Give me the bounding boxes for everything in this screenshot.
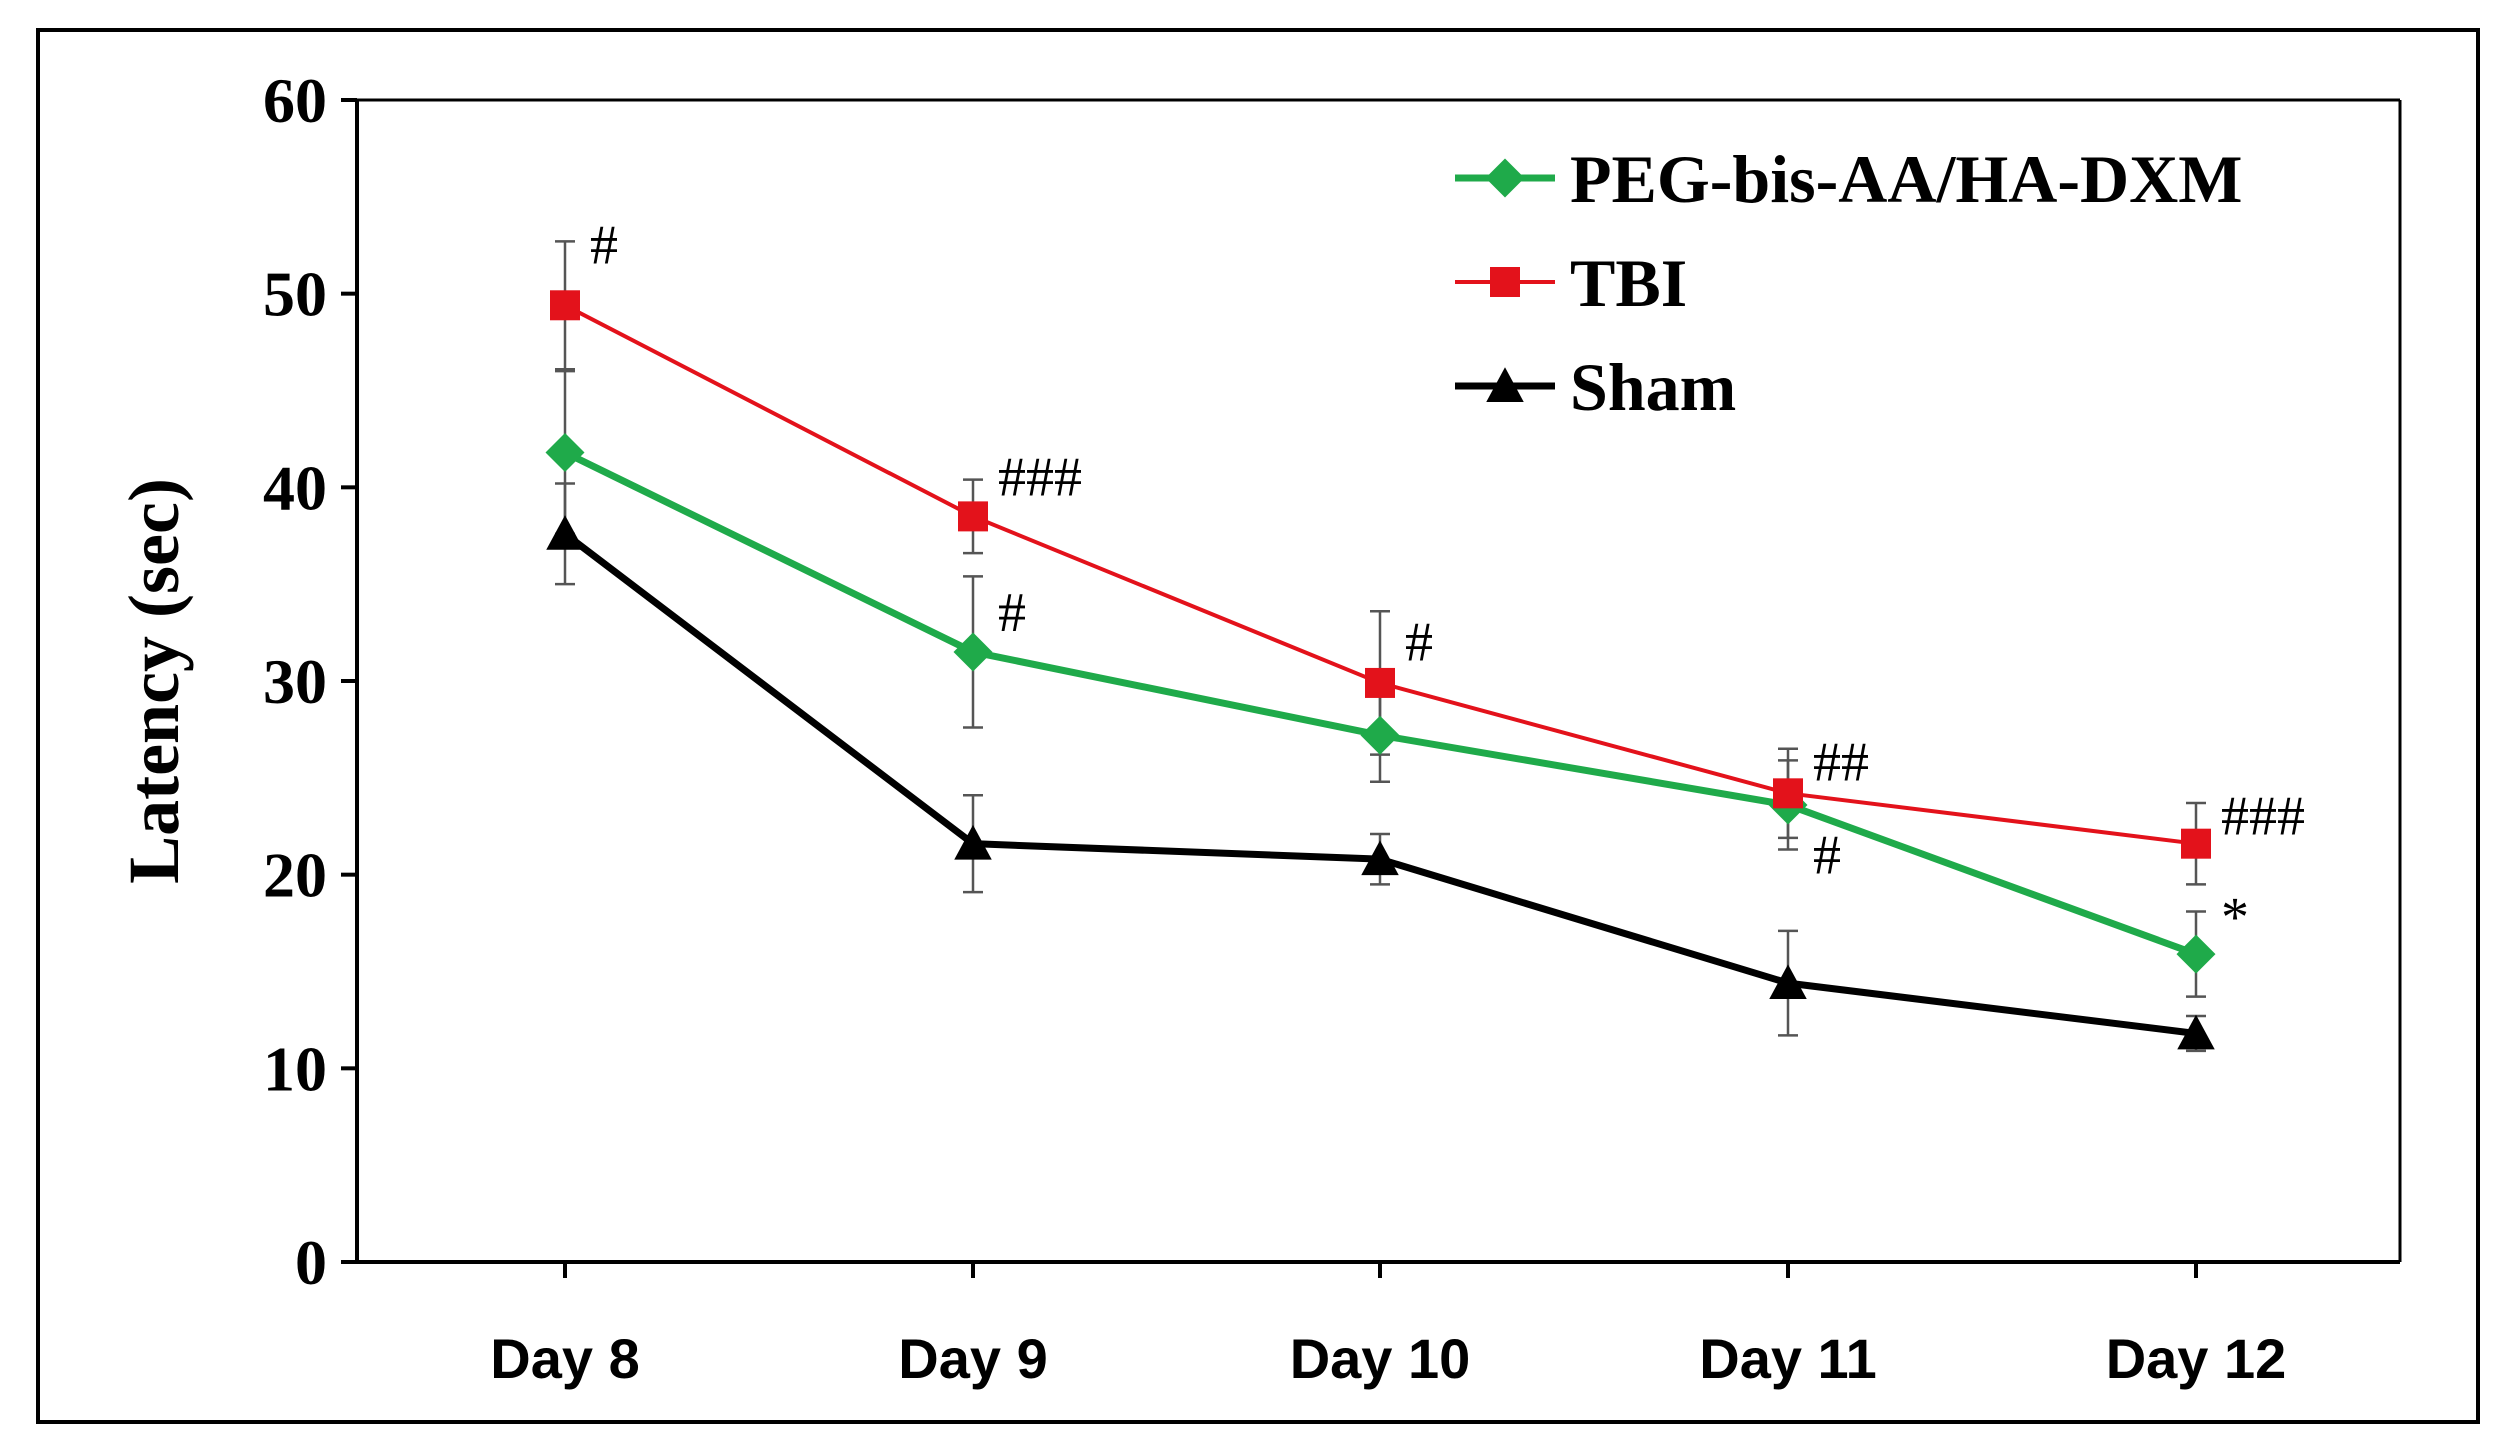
data-point-tbi	[2181, 828, 2211, 859]
data-point-sham	[1361, 840, 1399, 876]
significance-annotation: *	[2221, 886, 2249, 948]
data-point-peg-bis-aa-ha-dxm	[1360, 715, 1400, 755]
significance-annotation: #	[998, 582, 1026, 644]
significance-annotation: ###	[998, 447, 1082, 509]
y-axis-label: Latency (sec)	[114, 478, 194, 884]
data-point-peg-bis-aa-ha-dxm	[545, 432, 585, 472]
data-point-sham	[1769, 964, 1807, 1000]
significance-annotation: ##	[1813, 731, 1869, 793]
data-point-sham	[546, 515, 584, 550]
outer-frame	[36, 28, 2480, 1424]
legend-marker	[1485, 158, 1525, 198]
x-tick-label: Day 9	[898, 1327, 1047, 1390]
y-tick-label: 0	[295, 1227, 327, 1298]
data-point-tbi	[1773, 778, 1803, 809]
x-tick-label: Day 8	[490, 1327, 639, 1390]
legend-marker	[1486, 367, 1524, 402]
data-point-peg-bis-aa-ha-dxm	[2176, 934, 2216, 974]
series-line-sham	[562, 531, 2197, 1037]
y-tick-label: 40	[263, 452, 327, 523]
y-tick-label: 60	[263, 65, 327, 136]
legend-label: Sham	[1570, 349, 1736, 425]
legend-label: TBI	[1570, 245, 1687, 321]
x-tick-label: Day 10	[1290, 1327, 1471, 1390]
data-point-tbi	[1365, 667, 1395, 698]
data-point-tbi	[550, 290, 580, 321]
plot-area: 0 10 20 30 40 50 60 Day 8 Day 9 Day 10 Day 11 Day 1…	[114, 65, 2402, 1390]
legend-marker	[1490, 267, 1520, 297]
significance-annotation: #	[1405, 611, 1433, 673]
data-point-sham	[2177, 1014, 2215, 1050]
y-tick-label: 20	[263, 840, 327, 911]
data-point-sham	[954, 824, 992, 860]
y-tick-label: 10	[263, 1033, 327, 1104]
significance-annotation: ###	[2221, 786, 2305, 848]
y-tick-label: 30	[263, 646, 327, 717]
legend-label: PEG-bis-AA/HA-DXM	[1570, 141, 2242, 217]
data-point-peg-bis-aa-ha-dxm	[953, 632, 993, 672]
significance-annotation: #	[1813, 824, 1841, 886]
x-tick-label: Day 11	[1699, 1327, 1877, 1390]
significance-annotation: #	[590, 214, 618, 276]
data-point-tbi	[958, 501, 988, 532]
x-tick-label: Day 12	[2106, 1327, 2287, 1390]
y-tick-label: 50	[263, 259, 327, 330]
